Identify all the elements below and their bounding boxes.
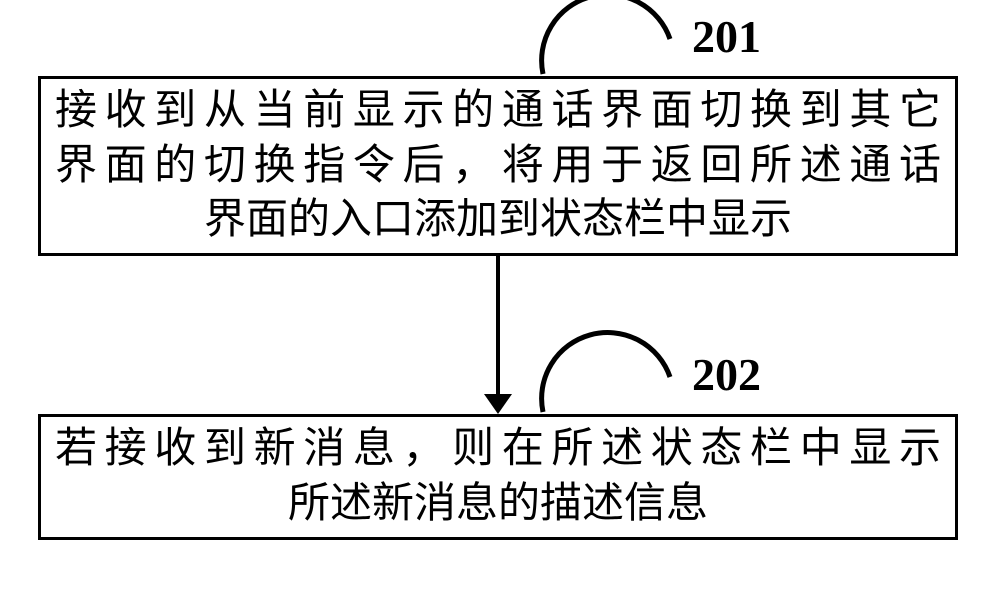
- connector-201-to-202: [496, 256, 500, 398]
- connector-201-to-202-arrowhead: [484, 394, 512, 414]
- step-201-line-2: 界面的切换指令后，将用于返回所述通话: [55, 139, 941, 194]
- label-202: 202: [692, 348, 761, 401]
- step-201-line-3: 界面的入口添加到状态栏中显示: [55, 193, 941, 248]
- label-201: 201: [692, 10, 761, 63]
- step-202-line-1: 若接收到新消息，则在所述状态栏中显示: [55, 422, 941, 477]
- flowchart-canvas: 接收到从当前显示的通话界面切换到其它 界面的切换指令后，将用于返回所述通话 界面…: [0, 0, 1000, 594]
- flowchart-step-201: 接收到从当前显示的通话界面切换到其它 界面的切换指令后，将用于返回所述通话 界面…: [38, 76, 958, 256]
- step-202-line-2: 所述新消息的描述信息: [55, 477, 941, 532]
- flowchart-step-202: 若接收到新消息，则在所述状态栏中显示 所述新消息的描述信息: [38, 414, 958, 540]
- step-201-line-1: 接收到从当前显示的通话界面切换到其它: [55, 84, 941, 139]
